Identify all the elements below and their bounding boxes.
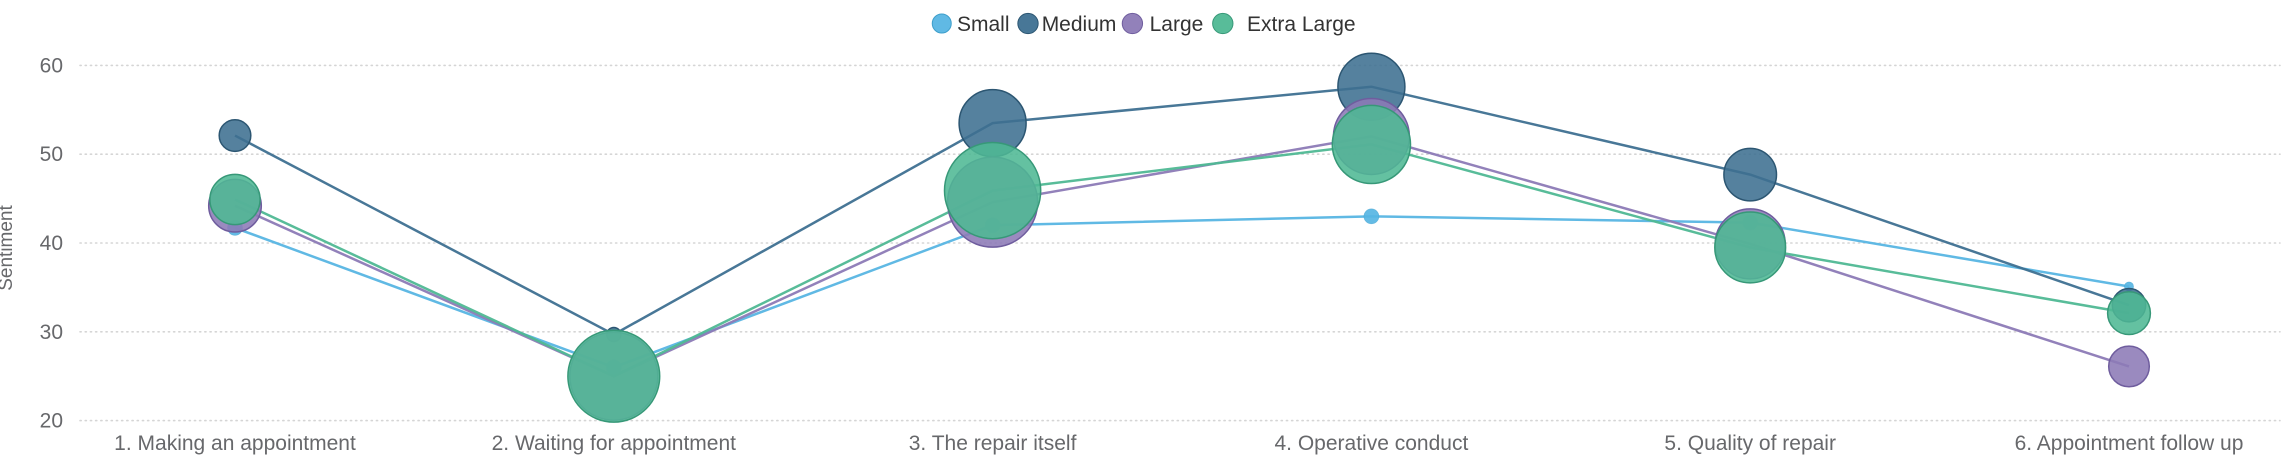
svg-text:Sentiment: Sentiment xyxy=(0,205,17,291)
svg-text:60: 60 xyxy=(40,54,63,77)
svg-text:Small: Small xyxy=(957,13,1010,36)
svg-text:Extra Large: Extra Large xyxy=(1247,13,1356,36)
svg-text:20: 20 xyxy=(40,410,63,433)
svg-text:4. Operative conduct: 4. Operative conduct xyxy=(1275,432,1469,455)
svg-text:2. Waiting for appointment: 2. Waiting for appointment xyxy=(492,432,737,455)
svg-text:50: 50 xyxy=(40,143,63,166)
svg-text:Medium: Medium xyxy=(1042,13,1117,36)
svg-text:1. Making an appointment: 1. Making an appointment xyxy=(114,432,356,455)
svg-text:Large: Large xyxy=(1150,13,1204,36)
svg-text:3. The repair itself: 3. The repair itself xyxy=(909,432,1077,455)
svg-text:5. Quality of repair: 5. Quality of repair xyxy=(1664,432,1836,455)
svg-text:40: 40 xyxy=(40,232,63,255)
svg-text:30: 30 xyxy=(40,321,63,344)
svg-text:6. Appointment follow up: 6. Appointment follow up xyxy=(2015,432,2244,455)
